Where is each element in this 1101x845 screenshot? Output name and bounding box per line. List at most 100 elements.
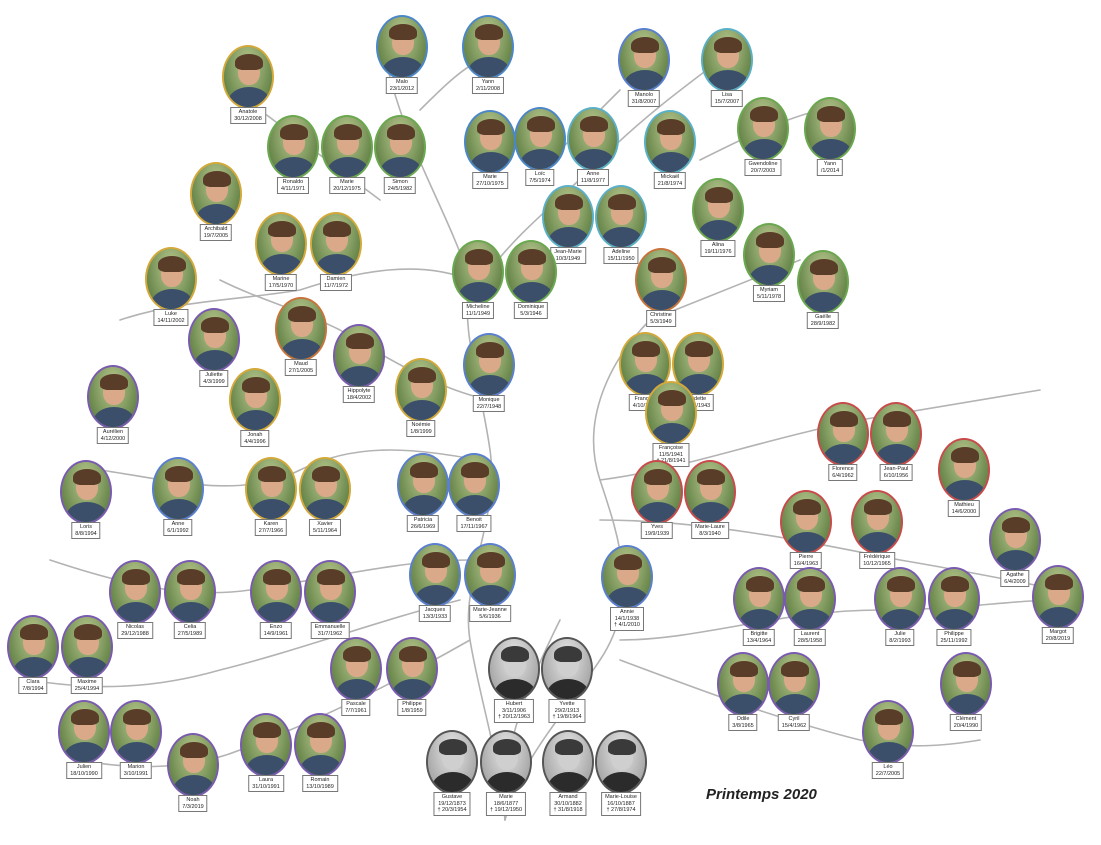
person-date: 24/5/1982: [387, 185, 413, 192]
person-name: Yves: [651, 524, 663, 530]
portrait-photo: [167, 733, 219, 797]
name-label: Gwendoline 20/7/2003: [744, 159, 782, 176]
person-name: Marie: [499, 794, 513, 800]
portrait-photo: [989, 508, 1041, 572]
person-date: 22/7/2005: [875, 770, 901, 777]
name-label: Anatole 30/12/2008: [230, 107, 266, 124]
name-label: Philippe 25/11/1992: [936, 629, 972, 646]
portrait-photo: [505, 240, 557, 304]
portrait-photo: [229, 368, 281, 432]
portrait-photo: [222, 45, 274, 109]
portrait-photo: [333, 324, 385, 388]
portrait-photo: [645, 381, 697, 445]
person-name: Julien: [76, 764, 92, 770]
name-label: Anne 6/1/1992: [163, 519, 193, 536]
person-name: Pascale: [346, 701, 366, 707]
portrait-photo: [164, 560, 216, 624]
person-death-date: † 20/3/1954: [437, 807, 467, 813]
person-date: 3/10/1991: [123, 770, 149, 777]
person-name: Annie: [619, 609, 635, 615]
person-name: Armand: [558, 794, 578, 800]
person-name: Yann: [823, 161, 837, 167]
portrait-photo: [409, 543, 461, 607]
person-date: 13/4/1964: [746, 637, 772, 644]
portrait-photo: [601, 545, 653, 609]
person-name: Maud: [294, 361, 308, 367]
name-label: Marion 3/10/1991: [119, 762, 153, 779]
portrait-photo: [595, 730, 647, 794]
person-date: 11/1/1949: [465, 310, 491, 317]
person-name: Gaëlle: [815, 314, 831, 320]
person-date: 31/10/1991: [252, 783, 280, 790]
person-date: 5/6/1936: [479, 613, 501, 620]
person-name: Maxime: [77, 679, 97, 685]
person-name: Clara: [26, 679, 40, 685]
person-name: Françoise: [658, 445, 684, 451]
name-label: Marie 27/10/1975: [472, 172, 508, 189]
person-name: Anne: [586, 171, 600, 177]
name-label: Jean-Paul 6/10/1956: [879, 464, 913, 481]
name-label: Yves 19/9/1939: [640, 522, 674, 539]
person-name: Marie: [340, 179, 354, 185]
name-label: Hippolyte 18/4/2002: [342, 386, 376, 403]
name-label: Florence 6/4/1962: [828, 464, 858, 481]
person-date: 6/10/1956: [883, 472, 909, 479]
person-death-date: † 31/8/1918: [553, 807, 583, 813]
name-label: Pierre 16/4/1963: [789, 552, 823, 569]
portrait-photo: [817, 402, 869, 466]
person-date: 4/4/1996: [244, 438, 266, 445]
person-death-date: † 4/1/2010: [614, 622, 640, 628]
portrait-photo: [60, 460, 112, 524]
person-date: 16/10/1887: [607, 800, 635, 807]
portrait-photo: [780, 490, 832, 554]
person-name: Noémie: [411, 422, 431, 428]
name-label: Laura 31/10/1991: [248, 775, 284, 792]
person-name: Philippe: [402, 701, 422, 707]
person-name: Noah: [186, 797, 200, 803]
person-date: 3/8/1965: [732, 722, 754, 729]
portrait-photo: [310, 212, 362, 276]
person-name: Philippe: [944, 631, 964, 637]
person-date: 15/11/1950: [607, 255, 635, 262]
name-label: Celia 27/5/1989: [173, 622, 207, 639]
portrait-photo: [245, 457, 297, 521]
person-date: 6/4/2009: [1004, 578, 1026, 585]
person-death-date: † 19/8/1964: [552, 714, 582, 720]
name-label: Julie 8/2/1993: [885, 629, 915, 646]
portrait-photo: [386, 637, 438, 701]
portrait-photo: [397, 453, 449, 517]
portrait-photo: [61, 615, 113, 679]
portrait-photo: [299, 457, 351, 521]
name-label: Gaëlle 28/9/1982: [806, 312, 840, 329]
person-name: Agathe: [1006, 572, 1024, 578]
person-name: Damien: [326, 276, 346, 282]
person-date: 1/8/1999: [410, 428, 432, 435]
name-label: Marie-Laure 8/3/1940: [691, 522, 729, 539]
person-name: Laurent: [800, 631, 820, 637]
name-label: Annie 14/1/1938 † 4/1/2010: [610, 607, 644, 631]
person-date: 7/7/1961: [345, 707, 367, 714]
name-label: Manolo 31/8/2007: [627, 90, 661, 107]
name-label: Jonah 4/4/1996: [240, 430, 270, 447]
person-name: Marine: [272, 276, 290, 282]
person-date: 6/1/1992: [167, 527, 189, 534]
person-date: 19/9/1939: [644, 530, 670, 537]
person-name: Pierre: [798, 554, 814, 560]
name-label: Jean-Marie 10/3/1949: [550, 247, 586, 264]
portrait-photo: [58, 700, 110, 764]
person-name: Jonah: [247, 432, 263, 438]
branch: [619, 599, 1061, 641]
person-date: 22/8/1943: [685, 402, 711, 409]
person-date: 19/12/1873: [438, 800, 466, 807]
portrait-photo: [514, 107, 566, 171]
portrait-photo: [1032, 565, 1084, 629]
person-date: 20/12/1975: [333, 185, 361, 192]
person-name: Mickaël: [660, 174, 680, 180]
person-name: Karen: [263, 521, 279, 527]
name-label: Adeline 15/11/1950: [603, 247, 639, 264]
name-label: Anne 11/8/1977: [576, 169, 610, 186]
name-label: Armand 30/10/1882 † 31/8/1918: [549, 792, 587, 816]
person-name: Simon: [392, 179, 408, 185]
name-label: Patricia 26/6/1969: [406, 515, 440, 532]
person-date: 21/8/1974: [657, 180, 683, 187]
